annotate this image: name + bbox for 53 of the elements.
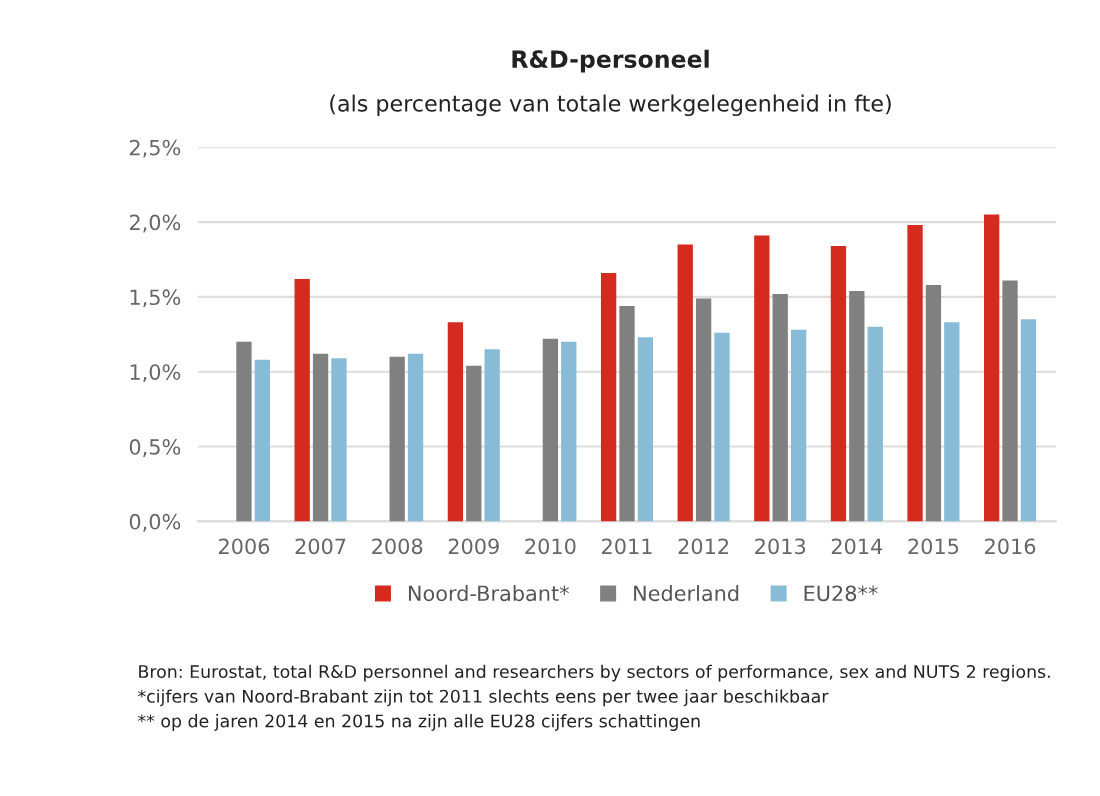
bar (907, 225, 923, 522)
text: Bron: Eurostat, total R&D personnel and researchers by sectors of performance, sex and NUTS 2 regions. *cijfers van Noord-Brabant zijn tot 2011 slechts eens per twee jaar beschikbaar ** op de jaren 2014 en 2015 na zijn alle EU28 cijfers schattingen (138, 664, 1050, 731)
bar (389, 356, 405, 522)
bar (944, 322, 960, 522)
legend-label: Noord-Brabant* (408, 585, 569, 602)
y-tick-label: 0,5% (129, 439, 181, 457)
bar (1002, 280, 1018, 522)
bar (312, 353, 329, 522)
bar (561, 341, 577, 522)
x-tick-label: 2012 (678, 538, 729, 555)
bar (236, 341, 252, 522)
chart-subtitle: (als percentage van totale werkgelegenheid in fte) (330, 94, 891, 117)
legend-label: Nederland (634, 585, 739, 602)
bar (600, 272, 617, 522)
bar (1020, 319, 1037, 522)
x-tick-label: 2009 (448, 538, 499, 555)
y-tick-label: 2,5% (129, 139, 181, 158)
bar (849, 290, 865, 522)
x-tick-label: 2015 (908, 538, 959, 555)
x-tick-label: 2016 (985, 538, 1036, 555)
y-tick-label: 0,0% (129, 513, 181, 532)
x-tick-label: 2008 (372, 538, 423, 555)
y-tick-label: 2,0% (129, 214, 181, 233)
bar (677, 244, 693, 522)
bar (772, 293, 788, 522)
bar (790, 329, 807, 522)
bar (294, 278, 310, 522)
bar (331, 358, 347, 522)
bar (830, 246, 847, 522)
x-tick-label: 2011 (602, 538, 652, 555)
y-tick-label: 1,5% (130, 289, 181, 308)
bar (925, 284, 942, 522)
chart-title: R&D-personeel (512, 49, 709, 73)
bar (542, 338, 559, 522)
bar (637, 337, 654, 522)
bar (447, 322, 464, 522)
x-tick-label: 2006 (218, 538, 270, 555)
bar (484, 349, 500, 522)
bar (466, 365, 482, 522)
bar (983, 214, 1000, 522)
bar (254, 359, 271, 522)
x-tick-label: 2014 (831, 538, 883, 555)
x-tick-label: 2010 (525, 538, 576, 555)
bar (695, 298, 712, 522)
bar (754, 235, 770, 522)
bar (619, 305, 635, 522)
bar (867, 326, 883, 522)
bar (714, 332, 730, 522)
y-tick-label: 1,0% (130, 364, 181, 383)
legend-label: EU28** (804, 585, 878, 602)
x-tick-label: 2007 (295, 538, 346, 555)
x-tick-label: 2013 (755, 538, 806, 555)
bar (407, 353, 424, 522)
